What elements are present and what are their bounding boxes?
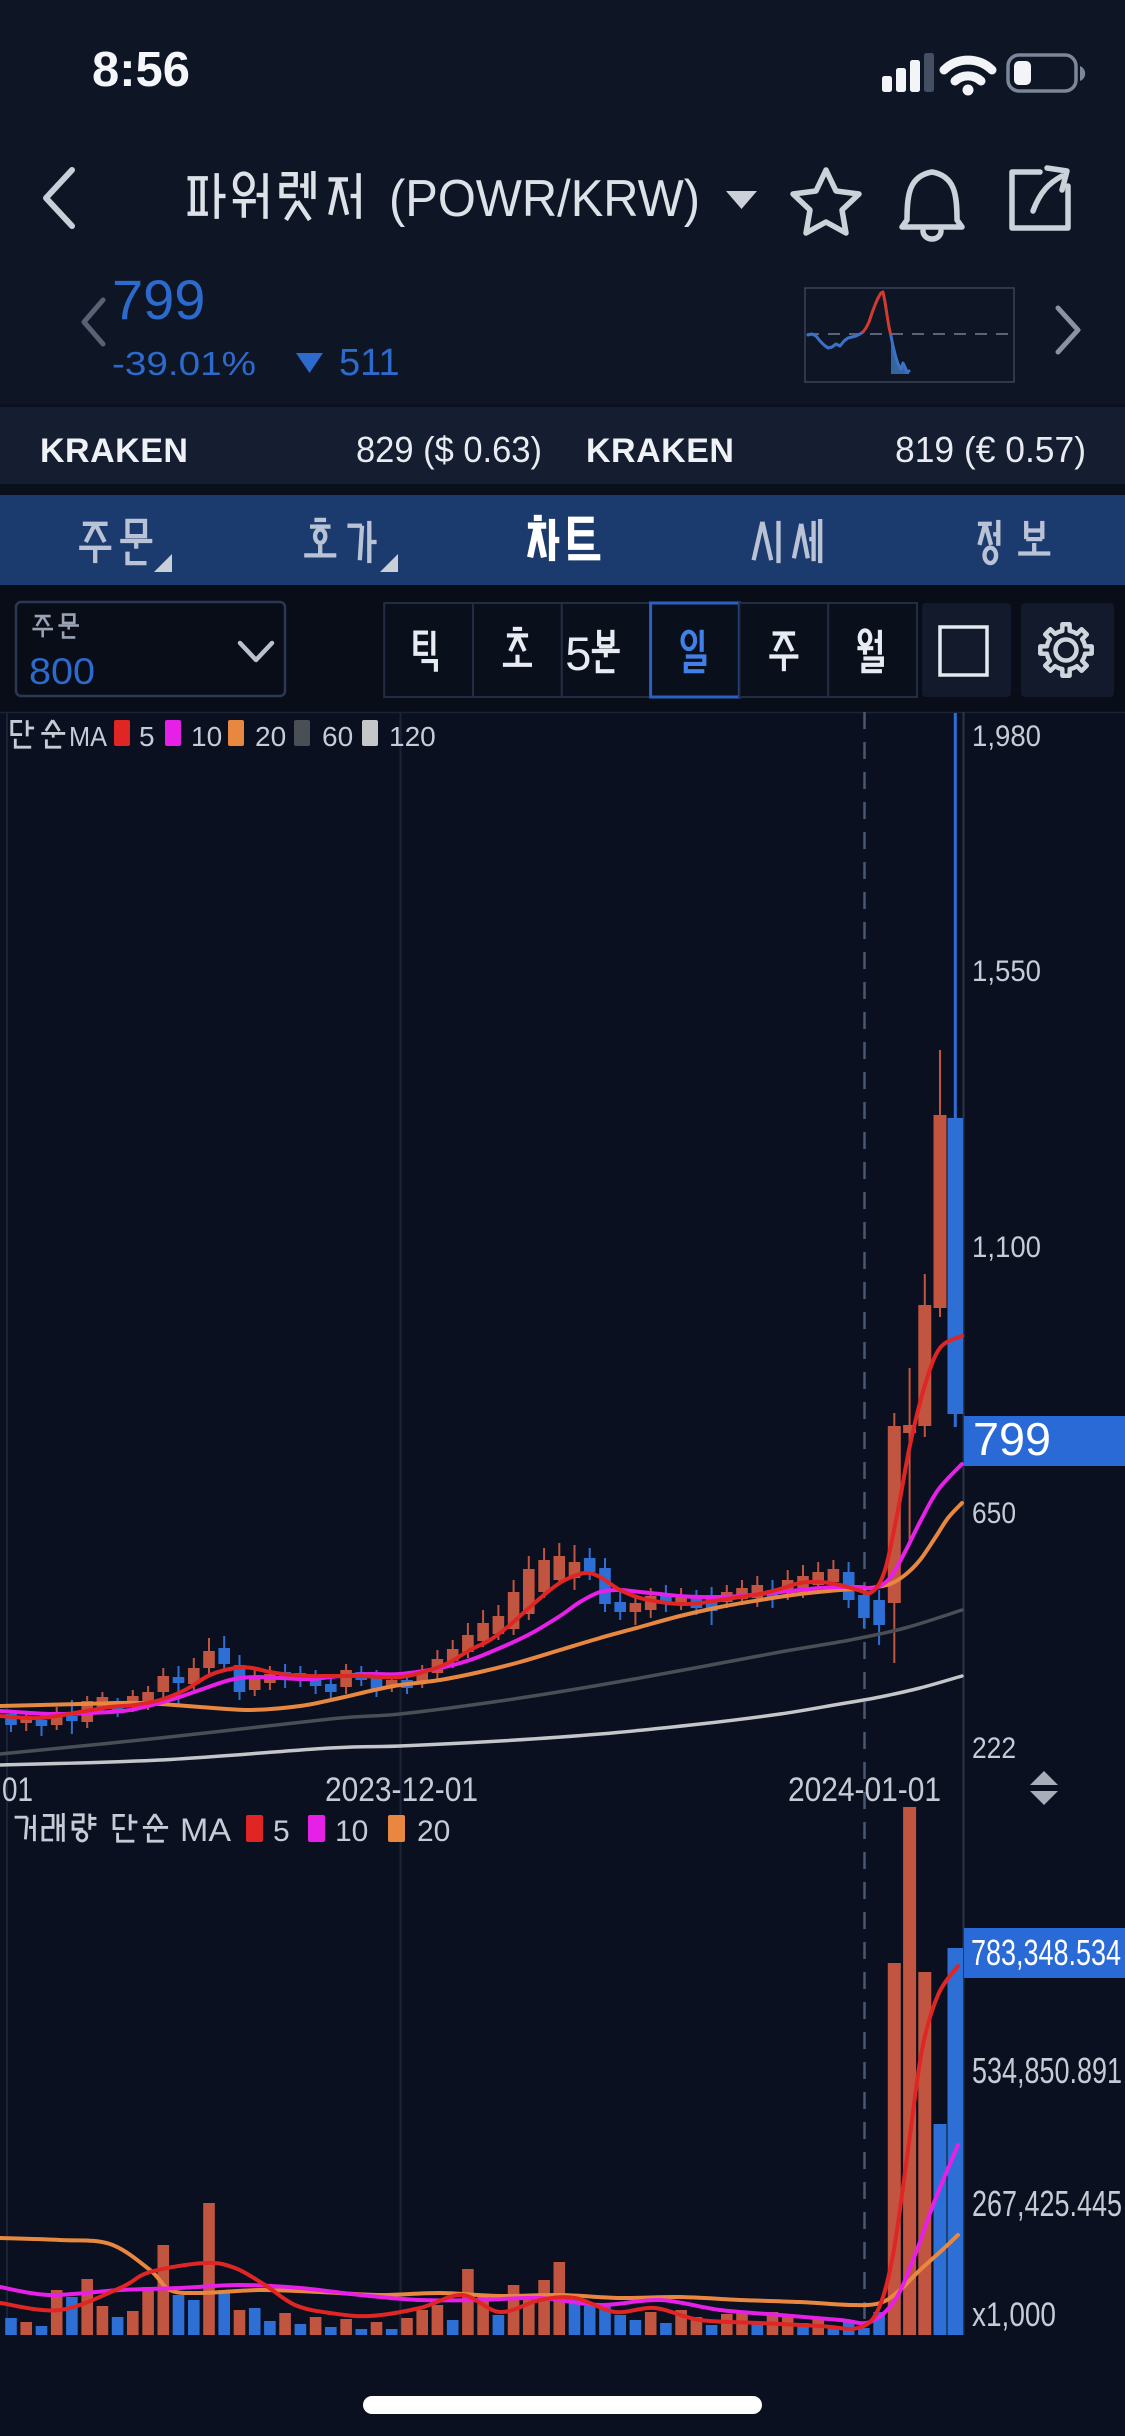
svg-text:01: 01 [2,1771,33,1809]
svg-text:511: 511 [339,342,400,384]
svg-text:MA: MA [69,721,107,752]
svg-text:10: 10 [335,1815,368,1848]
svg-text:267,425.445: 267,425.445 [972,2183,1122,2224]
svg-text:1,980: 1,980 [972,720,1041,753]
svg-text:2023-12-01: 2023-12-01 [325,1771,478,1809]
svg-text:KRAKEN: KRAKEN [586,432,734,470]
svg-text:799: 799 [973,1413,1051,1465]
svg-text:8:56: 8:56 [92,43,190,97]
svg-text:10: 10 [191,721,222,752]
svg-text:5: 5 [273,1815,290,1848]
svg-text:222: 222 [972,1732,1016,1765]
svg-text:1,550: 1,550 [972,955,1041,988]
svg-text:650: 650 [972,1497,1016,1530]
svg-text:KRAKEN: KRAKEN [40,432,188,470]
svg-text:800: 800 [29,651,95,692]
svg-text:783,348.534: 783,348.534 [971,1932,1121,1973]
svg-text:1,100: 1,100 [972,1231,1041,1264]
svg-text:20: 20 [255,721,286,752]
svg-text:829 ($ 0.63): 829 ($ 0.63) [356,429,542,470]
svg-text:819 (€ 0.57): 819 (€ 0.57) [895,429,1086,470]
svg-text:(POWR/KRW): (POWR/KRW) [389,170,700,228]
svg-text:20: 20 [417,1815,450,1848]
svg-text:5: 5 [139,721,155,752]
svg-text:799: 799 [112,268,205,331]
svg-text:2024-01-01: 2024-01-01 [788,1771,941,1809]
svg-text:x1,000: x1,000 [972,2296,1056,2334]
svg-text:-39.01%: -39.01% [112,345,256,382]
svg-text:120: 120 [389,721,436,752]
svg-text:5: 5 [565,627,591,680]
svg-text:60: 60 [322,721,353,752]
svg-text:MA: MA [180,1812,232,1848]
svg-text:534,850.891: 534,850.891 [972,2050,1122,2091]
